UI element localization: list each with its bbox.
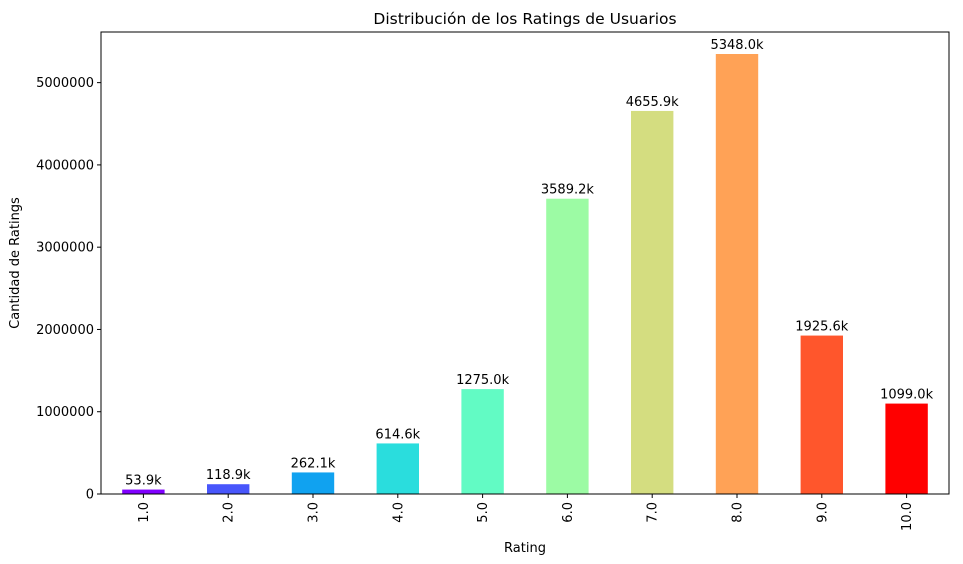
- x-tick-label: 5.0: [476, 502, 491, 523]
- bar-value-label: 5348.0k: [710, 38, 763, 53]
- bar-value-label: 1275.0k: [456, 373, 509, 388]
- x-tick-label: 1.0: [137, 502, 152, 523]
- bar-value-label: 1925.6k: [795, 320, 848, 335]
- x-tick-label: 3.0: [307, 502, 322, 523]
- bar-value-label: 53.9k: [125, 474, 162, 489]
- bar-9-0: [800, 335, 843, 494]
- x-tick-label: 2.0: [222, 502, 237, 523]
- chart-title: Distribución de los Ratings de Usuarios: [373, 10, 676, 28]
- bar-value-label: 118.9k: [206, 468, 251, 483]
- x-tick-label: 9.0: [815, 502, 830, 523]
- x-axis-label: Rating: [504, 541, 546, 556]
- x-tick-label: 6.0: [561, 502, 576, 523]
- plot-frame: [100, 31, 950, 495]
- bar-4-0: [376, 443, 419, 494]
- x-tick-label: 8.0: [731, 502, 746, 523]
- bar-6-0: [546, 198, 589, 494]
- bar-value-label: 614.6k: [375, 427, 420, 442]
- bar-value-label: 262.1k: [291, 456, 336, 471]
- y-tick-label: 0: [86, 488, 94, 503]
- bar-value-label: 1099.0k: [880, 388, 933, 403]
- bar-value-label: 3589.2k: [541, 183, 594, 198]
- bar-1-0: [122, 489, 165, 494]
- bar-value-label: 4655.9k: [626, 95, 679, 110]
- y-tick-label: 5000000: [36, 76, 94, 91]
- x-tick-label: 7.0: [646, 502, 661, 523]
- x-tick-label: 4.0: [391, 502, 406, 523]
- bar-5-0: [461, 389, 504, 494]
- x-tick-label: 10.0: [900, 502, 915, 531]
- bar-8-0: [715, 54, 759, 494]
- bar-10-0: [885, 403, 928, 494]
- bar-7-0: [631, 110, 674, 495]
- bar-3-0: [291, 472, 335, 494]
- plot-area: 0 1000000 2000000 3000000 4000000 5000000 53.9…: [36, 38, 933, 531]
- bar-2-0: [207, 484, 250, 494]
- y-tick-label: 1000000: [36, 405, 94, 420]
- y-tick-label: 4000000: [36, 158, 94, 173]
- y-tick-label: 2000000: [36, 323, 94, 338]
- y-axis-label: Cantidad de Ratings: [8, 197, 23, 329]
- y-tick-label: 3000000: [36, 241, 94, 256]
